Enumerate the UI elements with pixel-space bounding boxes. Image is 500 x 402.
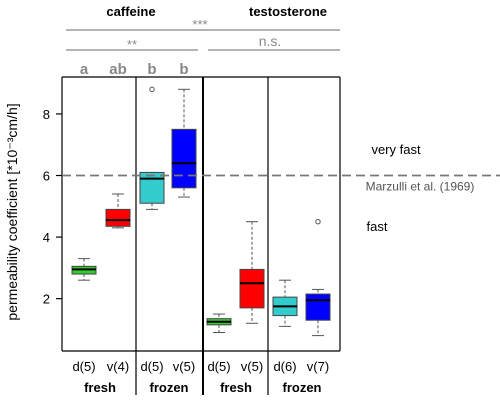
outlier-point (149, 86, 155, 93)
y-tick-label-4: 4 (43, 230, 50, 245)
y-tick-label-8: 8 (43, 107, 50, 122)
category-label-1: d(5) (72, 359, 95, 374)
state-label-caffeine-frozen: frozen (150, 380, 189, 395)
group-title-caffeine: caffeine (106, 4, 155, 19)
category-label-3: d(5) (140, 359, 163, 374)
category-label-4: v(5) (173, 359, 195, 374)
boxes-layer (71, 86, 331, 337)
state-label-caffeine-fresh: fresh (84, 380, 116, 395)
category-label-2: v(4) (107, 359, 129, 374)
box-body (139, 171, 165, 204)
box-body (239, 268, 265, 309)
box-body (105, 208, 131, 227)
category-label-8: v(7) (307, 359, 329, 374)
outlier-point (315, 218, 321, 225)
box-5 (206, 313, 232, 334)
group-title-testosterone: testosterone (249, 4, 327, 19)
significance-caffeine-fresh-vs-frozen: ** (127, 37, 137, 52)
category-label-5: d(5) (207, 359, 230, 374)
letter-ab: ab (109, 61, 127, 78)
category-label-7: d(6) (273, 359, 296, 374)
region-label-very-fast: very fast (371, 142, 421, 157)
box-body (171, 128, 197, 189)
box-6 (239, 221, 265, 324)
letter-a: a (80, 61, 89, 78)
significance-caffeine-vs-testosterone: *** (192, 17, 207, 32)
box-7 (272, 279, 298, 327)
box-body (305, 293, 331, 321)
box-8 (305, 218, 331, 337)
category-label-6: v(5) (241, 359, 263, 374)
box-1 (71, 258, 97, 281)
significance-testosterone-fresh-vs-frozen: n.s. (259, 33, 282, 49)
state-label-testosterone-frozen: frozen (283, 380, 322, 395)
region-label-fast: fast (367, 219, 388, 234)
box-3 (139, 86, 165, 210)
reference-line-label: Marzulli et al. (1969) (366, 180, 475, 194)
y-axis-label: permeability coefficient [*10⁻³cm/h] (4, 103, 20, 320)
letter-b-2: b (179, 61, 188, 78)
y-tick-label-2: 2 (43, 292, 50, 307)
state-label-testosterone-fresh: fresh (220, 380, 252, 395)
y-tick-label-6: 6 (43, 169, 50, 184)
y-axis: 2 4 6 8 (43, 107, 62, 307)
box-4 (171, 88, 197, 198)
box-2 (105, 193, 131, 229)
letter-b-1: b (147, 61, 156, 78)
